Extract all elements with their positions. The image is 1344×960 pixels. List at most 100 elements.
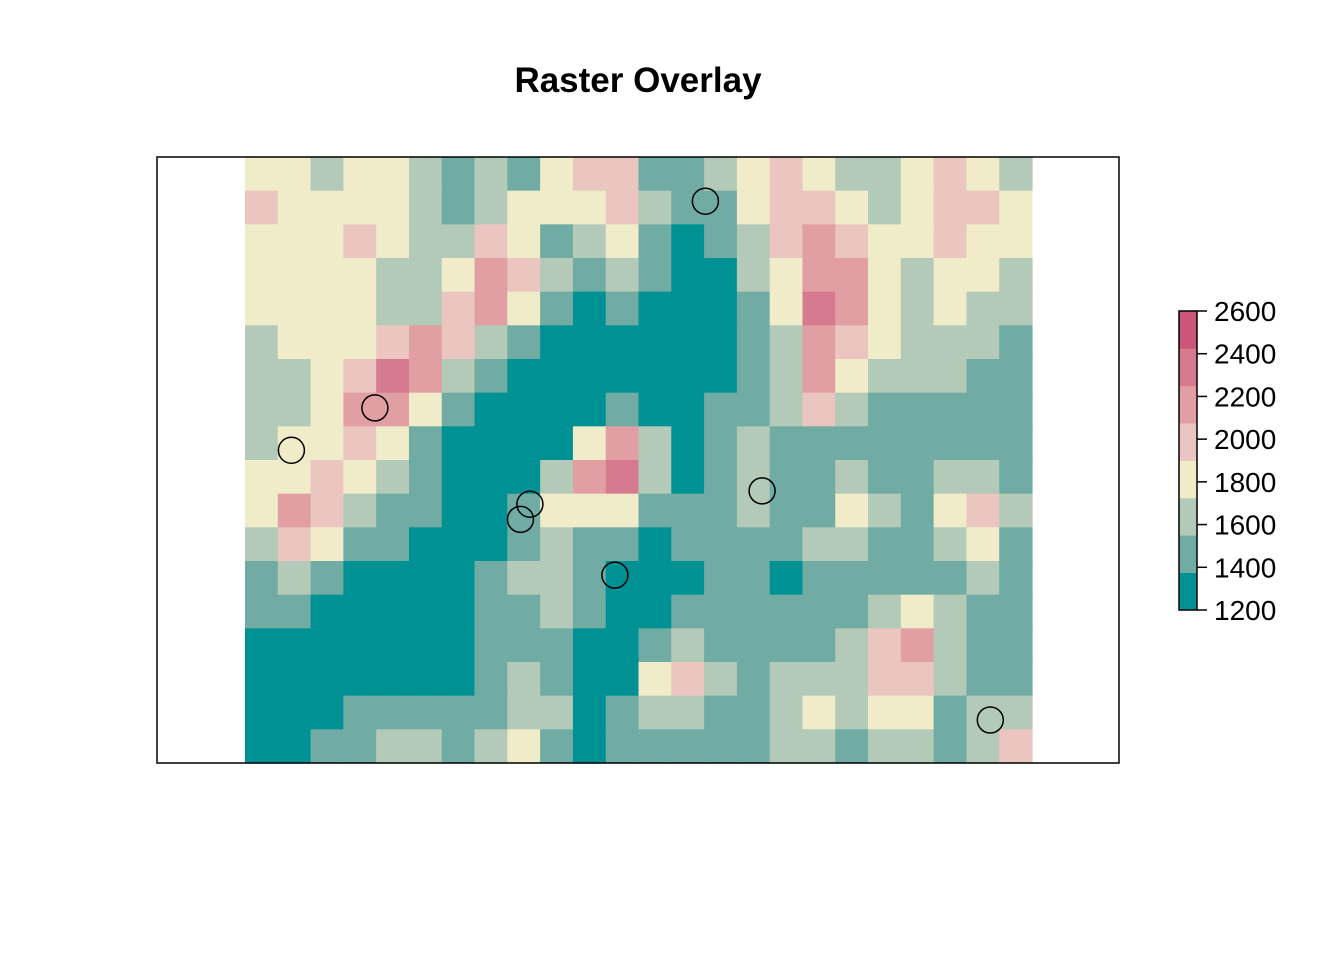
legend-swatch	[1179, 348, 1197, 387]
raster-cell	[802, 628, 836, 663]
raster-cell	[868, 359, 902, 394]
raster-cell	[310, 561, 344, 596]
raster-cell	[343, 258, 377, 293]
raster-cell	[408, 460, 443, 495]
raster-cell	[507, 359, 541, 394]
raster-cell	[474, 527, 508, 562]
raster-cell	[245, 190, 279, 225]
raster-cell	[245, 359, 279, 394]
raster-cell	[507, 224, 541, 259]
raster-cell	[900, 628, 935, 663]
raster-cell	[704, 527, 738, 562]
raster-cell	[671, 157, 705, 192]
raster-cell	[704, 594, 738, 629]
raster-cell	[704, 224, 738, 259]
raster-cell	[736, 325, 771, 360]
raster-cell	[769, 729, 804, 764]
raster-cell	[704, 426, 738, 461]
raster-cell	[540, 392, 574, 427]
raster-cell	[474, 359, 508, 394]
raster-cell	[966, 258, 1000, 293]
raster-cell	[245, 325, 279, 360]
raster-cell	[474, 561, 508, 596]
raster-cell	[933, 359, 968, 394]
raster-cell	[769, 695, 804, 730]
raster-cell	[474, 662, 508, 697]
raster-cell	[310, 224, 344, 259]
raster-cell	[900, 527, 935, 562]
raster-cell	[736, 662, 771, 697]
raster-cell	[572, 190, 607, 225]
raster-cell	[769, 662, 804, 697]
raster-cell	[933, 628, 968, 663]
raster-cell	[769, 190, 804, 225]
raster-cell	[408, 493, 443, 528]
raster-cell	[638, 291, 672, 326]
raster-cell	[671, 224, 705, 259]
raster-cell	[966, 628, 1000, 663]
raster-cell	[474, 594, 508, 629]
raster-cell	[736, 729, 771, 764]
raster-cell	[605, 628, 640, 663]
raster-cell	[277, 460, 312, 495]
raster-cell	[966, 695, 1000, 730]
raster-cell	[802, 392, 836, 427]
data-point	[506, 505, 535, 534]
raster-cell	[835, 527, 869, 562]
points-layer	[277, 187, 1005, 734]
raster-cell	[835, 729, 869, 764]
raster-cell	[540, 258, 574, 293]
raster-cell	[835, 594, 869, 629]
raster-cell	[540, 224, 574, 259]
legend-border	[1178, 310, 1198, 611]
raster-cell	[736, 224, 771, 259]
raster-cell	[277, 527, 312, 562]
raster-cell	[868, 594, 902, 629]
raster-cell	[408, 695, 443, 730]
raster-cell	[245, 224, 279, 259]
raster-cell	[933, 392, 968, 427]
raster-cell	[835, 392, 869, 427]
raster-cell	[638, 527, 672, 562]
raster-cell	[999, 325, 1033, 360]
raster-cell	[310, 325, 344, 360]
color-legend: 2600 2400 2200 2000 1800 1600 1400 1200	[1178, 296, 1276, 626]
raster-cell	[835, 291, 869, 326]
raster-cell	[540, 695, 574, 730]
raster-cell	[736, 527, 771, 562]
raster-cell	[835, 561, 869, 596]
raster-cell	[638, 224, 672, 259]
raster-cell	[900, 359, 935, 394]
raster-cell	[999, 157, 1033, 192]
raster-cell	[671, 561, 705, 596]
raster-cell	[474, 291, 508, 326]
raster-cell	[736, 157, 771, 192]
legend-tick-label: 1200	[1214, 595, 1276, 626]
raster-cell	[408, 729, 443, 764]
raster-cell	[408, 662, 443, 697]
raster-cell	[999, 662, 1033, 697]
raster-cell	[605, 695, 640, 730]
raster-cell	[540, 493, 574, 528]
raster-cell	[376, 594, 410, 629]
raster-cell	[933, 190, 968, 225]
raster-cell	[507, 291, 541, 326]
data-point	[277, 436, 306, 465]
raster-cell	[999, 561, 1033, 596]
raster-cell	[868, 291, 902, 326]
raster-cell	[638, 493, 672, 528]
raster-cell	[933, 594, 968, 629]
raster-cell	[540, 662, 574, 697]
raster-cell	[933, 729, 968, 764]
raster-cell	[900, 426, 935, 461]
raster-cell	[474, 460, 508, 495]
raster-cell	[769, 291, 804, 326]
raster-cell	[277, 561, 312, 596]
raster-cell	[868, 628, 902, 663]
raster-cell	[343, 662, 377, 697]
raster-cell	[966, 729, 1000, 764]
raster-cell	[277, 325, 312, 360]
raster-cell	[441, 729, 476, 764]
raster-cell	[933, 527, 968, 562]
raster-cell	[474, 426, 508, 461]
